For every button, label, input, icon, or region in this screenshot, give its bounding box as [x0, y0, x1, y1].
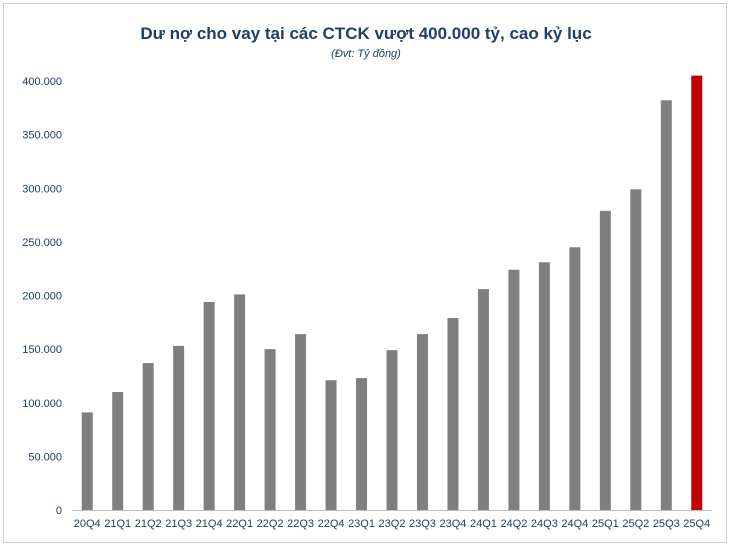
x-tick-label: 22Q1 — [226, 518, 253, 530]
x-tick-label: 21Q2 — [135, 518, 162, 530]
x-tick-label: 25Q3 — [653, 518, 680, 530]
x-tick-label: 23Q1 — [348, 518, 375, 530]
bar-25Q4 — [691, 75, 703, 510]
bar-23Q1 — [356, 378, 368, 510]
x-axis-ticks: 20Q4 21Q1 21Q2 21Q3 21Q4 22Q1 22Q2 22Q3 22Q4 23Q1… — [74, 518, 710, 530]
x-tick-label: 24Q1 — [470, 518, 497, 530]
bars — [81, 75, 703, 511]
x-tick-label: 21Q4 — [196, 518, 223, 530]
x-tick-label: 23Q2 — [379, 518, 406, 530]
y-tick-label: 350.000 — [22, 130, 62, 142]
x-tick-label: 20Q4 — [74, 518, 101, 530]
x-tick-label: 23Q3 — [409, 518, 436, 530]
bar-23Q3 — [416, 334, 428, 510]
bar-20Q4 — [81, 412, 93, 510]
y-axis-ticks: 0 50.000 100.000 150.000 200.000 250.000 300.0… — [22, 76, 62, 517]
y-tick-label: 150.000 — [22, 344, 62, 356]
bar-24Q1 — [477, 289, 489, 510]
bar-24Q2 — [508, 269, 520, 510]
y-tick-label: 250.000 — [22, 237, 62, 249]
x-tick-label: 21Q3 — [165, 518, 192, 530]
bar-23Q4 — [447, 318, 459, 510]
bar-25Q1 — [599, 210, 611, 510]
y-tick-label: 0 — [56, 505, 62, 517]
y-tick-label: 100.000 — [22, 398, 62, 410]
y-tick-label: 200.000 — [22, 291, 62, 303]
bar-23Q2 — [386, 350, 398, 510]
x-tick-label: 24Q2 — [500, 518, 527, 530]
x-tick-label: 25Q4 — [683, 518, 710, 530]
x-tick-label: 22Q3 — [287, 518, 314, 530]
x-tick-label: 24Q4 — [561, 518, 588, 530]
x-tick-label: 21Q1 — [104, 518, 131, 530]
x-tick-label: 22Q2 — [257, 518, 284, 530]
x-tick-label: 24Q3 — [531, 518, 558, 530]
chart-title: Dư nợ cho vay tại các CTCK vượt 400.000 … — [140, 24, 592, 43]
bar-21Q2 — [142, 363, 154, 510]
bar-22Q3 — [295, 334, 307, 510]
y-tick-label: 50.000 — [28, 451, 62, 463]
bar-22Q1 — [234, 294, 246, 510]
bar-25Q3 — [660, 100, 672, 511]
bar-24Q3 — [538, 262, 550, 510]
bar-22Q4 — [325, 380, 337, 510]
x-tick-label: 22Q4 — [318, 518, 345, 530]
bar-21Q1 — [112, 392, 124, 510]
x-tick-label: 23Q4 — [439, 518, 466, 530]
y-tick-label: 400.000 — [22, 76, 62, 88]
bar-25Q2 — [630, 189, 642, 510]
bar-24Q4 — [569, 247, 581, 511]
y-tick-label: 300.000 — [22, 183, 62, 195]
bar-22Q2 — [264, 349, 276, 510]
chart-subtitle: (Đvt: Tỷ đồng) — [331, 48, 401, 60]
x-tick-label: 25Q1 — [592, 518, 619, 530]
bar-21Q4 — [203, 301, 215, 510]
bar-21Q3 — [173, 345, 185, 510]
x-tick-label: 25Q2 — [622, 518, 649, 530]
